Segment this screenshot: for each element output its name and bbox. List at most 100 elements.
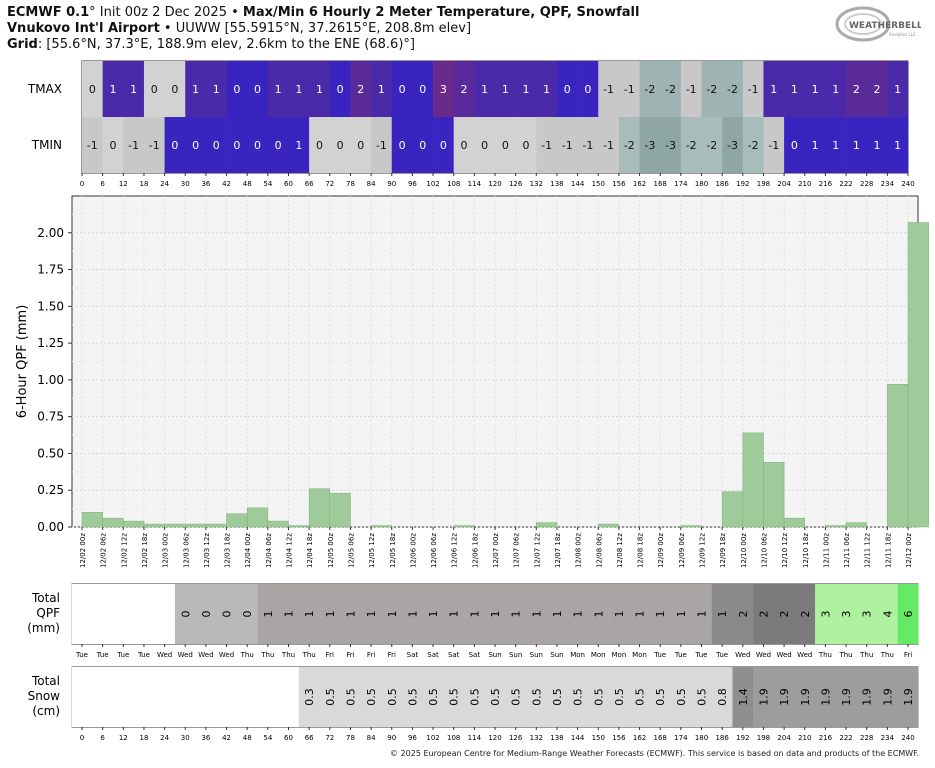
- heatmap-tick-label: 12: [119, 180, 128, 188]
- qpf-bar: [329, 492, 351, 528]
- y-tick-label: 2.00: [37, 226, 64, 240]
- qpf-bar: [453, 525, 475, 528]
- tmax-row-label: TMAX: [27, 82, 62, 96]
- tmin-row-label: TMIN: [31, 138, 62, 152]
- heatmap-tick-label: 96: [408, 180, 417, 188]
- tmax-cell: [598, 61, 620, 117]
- qpf-bar: [123, 520, 145, 528]
- tmax-cell: [433, 61, 454, 117]
- snow-tick-label: 18: [139, 734, 148, 742]
- tmin-value: 0: [481, 139, 488, 152]
- temperature-heatmap: 0 1 1 0 0 1 1 0 0 1 1 1 0 2 1 0 0 3 2 1 1 1 1 0 0 -1 -1 -2 -2 -1 -2 -2-…: [27, 60, 915, 188]
- x-tick-label: 12/07 00z: [492, 533, 500, 568]
- tmin-value: -3: [727, 139, 738, 152]
- tmin-cell: [205, 117, 227, 173]
- snow-cell: [505, 667, 527, 727]
- qpf-cell: [71, 584, 93, 644]
- qpf-cell: [649, 584, 671, 644]
- tmax-value: 0: [564, 83, 571, 96]
- snow-tick-label: 204: [777, 734, 791, 742]
- snow-tick-label: 48: [243, 734, 252, 742]
- grid-info: : [55.6°N, 37.3°E, 188.9m elev, 2.6km to…: [37, 37, 415, 52]
- snow-cell-value: 0.5: [592, 688, 605, 706]
- tmin-cell: [391, 117, 413, 173]
- snow-tick-label: 222: [839, 734, 852, 742]
- heatmap-tick-label: 216: [819, 180, 833, 188]
- qpf-cell: [877, 584, 898, 644]
- qpf-cell-value: 3: [840, 611, 853, 618]
- tmax-cell: [495, 61, 516, 117]
- snow-cell: [319, 667, 341, 727]
- tmax-cell: [701, 61, 723, 117]
- snow-cell-value: 0.5: [551, 688, 564, 706]
- qpf-cell: [753, 584, 775, 644]
- snow-cell-value: 0.5: [427, 688, 440, 706]
- tmin-value: 0: [171, 139, 178, 152]
- tmax-cell: [722, 61, 744, 117]
- qpf-cell: [154, 584, 176, 644]
- snow-cell-value: 0.5: [344, 688, 357, 706]
- tmin-cell: [660, 117, 682, 173]
- snow-cell-value: 0.5: [489, 688, 502, 706]
- heatmap-tick-label: 174: [674, 180, 688, 188]
- qpf-cell: [340, 584, 362, 644]
- tmin-value: 0: [316, 139, 323, 152]
- tmin-value: 0: [192, 139, 199, 152]
- tmax-cell: [102, 61, 124, 117]
- qpf-cell-value: 1: [572, 611, 585, 618]
- qpf-cell: [278, 584, 300, 644]
- day-label: Wed: [178, 651, 193, 659]
- tmin-cell: [309, 117, 331, 173]
- qpf-label-line1: Total: [31, 591, 60, 605]
- qpf-cell: [567, 584, 589, 644]
- day-label: Sun: [530, 651, 543, 659]
- tmin-value: 0: [357, 139, 364, 152]
- x-tick-label: 12/06 00z: [409, 533, 417, 568]
- tmin-value: 0: [419, 139, 426, 152]
- tmax-cell: [205, 61, 227, 117]
- model-name: ECMWF 0.1: [7, 5, 90, 20]
- qpf-cell-value: 2: [799, 611, 812, 618]
- qpf-cell-value: 2: [737, 611, 750, 618]
- heatmap-tick-label: 234: [881, 180, 895, 188]
- heatmap-tick-label: 204: [777, 180, 791, 188]
- day-label: Sat: [427, 651, 439, 659]
- tmax-value: -1: [624, 83, 635, 96]
- tmax-cell: [474, 61, 496, 117]
- snow-cell: [443, 667, 465, 727]
- qpf-cell-value: 1: [634, 611, 647, 618]
- snow-cell-value: 1.9: [902, 688, 915, 706]
- x-tick-label: 12/05 12z: [368, 533, 376, 568]
- tmin-value: -1: [541, 139, 552, 152]
- tmin-cell: [164, 117, 186, 173]
- qpf-cell: [402, 584, 424, 644]
- x-tick-label: 12/09 12z: [699, 533, 707, 568]
- qpf-cell-value: 1: [344, 611, 357, 618]
- snow-tick-label: 108: [447, 734, 460, 742]
- snow-tick-label: 240: [901, 734, 914, 742]
- tmax-value: 0: [584, 83, 591, 96]
- qpf-cell-value: 1: [551, 611, 564, 618]
- heatmap-tick-label: 114: [468, 180, 482, 188]
- qpf-cell: [670, 584, 692, 644]
- qpf-cell: [835, 584, 857, 644]
- snow-tick-label: 30: [181, 734, 190, 742]
- day-label: Tue: [75, 651, 88, 659]
- heatmap-tick-label: 156: [612, 180, 626, 188]
- tmax-cell: [618, 61, 640, 117]
- tmin-value: 1: [295, 139, 302, 152]
- qpf-cell-value: 1: [386, 611, 399, 618]
- qpf-bar: [226, 513, 248, 528]
- snow-cell-value: 1.9: [840, 688, 853, 706]
- day-label: Tue: [137, 651, 150, 659]
- snow-cell: [773, 667, 795, 727]
- day-label: Tue: [96, 651, 109, 659]
- x-tick-label: 12/05 18z: [389, 533, 397, 568]
- qpf-bar: [680, 525, 702, 528]
- snow-cell: [753, 667, 775, 727]
- tmin-value: -1: [562, 139, 573, 152]
- y-tick-label: 1.00: [37, 373, 64, 387]
- qpf-cell-value: 1: [510, 611, 523, 618]
- x-tick-label: 12/09 00z: [657, 533, 665, 568]
